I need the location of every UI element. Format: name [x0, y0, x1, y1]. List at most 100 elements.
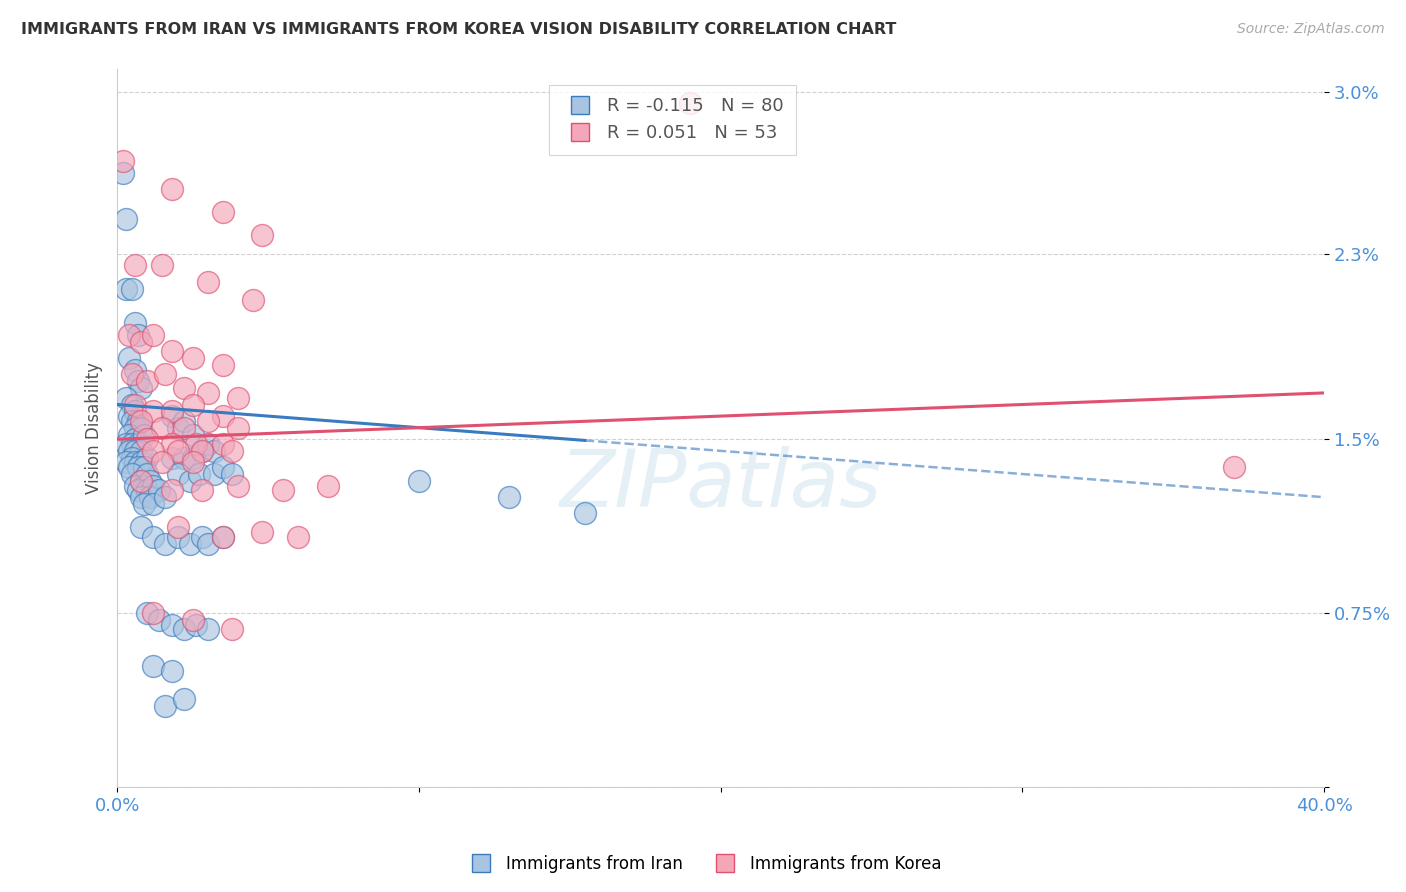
Point	[679, 96, 702, 111]
Point	[211, 205, 233, 219]
Legend: R = -0.115   N = 80, R = 0.051   N = 53: R = -0.115 N = 80, R = 0.051 N = 53	[548, 85, 796, 155]
Point	[131, 474, 153, 488]
Point	[124, 432, 146, 446]
Point	[142, 530, 165, 544]
Point	[134, 478, 156, 492]
Point	[226, 420, 249, 434]
Point	[155, 490, 177, 504]
Point	[131, 381, 153, 395]
Point	[173, 414, 195, 428]
Point	[197, 275, 219, 289]
Point	[179, 474, 201, 488]
Point	[136, 483, 159, 498]
Point	[155, 698, 177, 713]
Point	[179, 536, 201, 550]
Point	[142, 328, 165, 343]
Point	[124, 455, 146, 469]
Point	[142, 659, 165, 673]
Point	[127, 437, 149, 451]
Point	[112, 154, 135, 169]
Point	[211, 530, 233, 544]
Point	[1222, 460, 1244, 475]
Point	[197, 622, 219, 636]
Point	[115, 455, 138, 469]
Point	[155, 536, 177, 550]
Point	[173, 691, 195, 706]
Point	[124, 420, 146, 434]
Point	[166, 520, 188, 534]
Point	[115, 282, 138, 296]
Point	[139, 474, 162, 488]
Point	[142, 443, 165, 458]
Point	[166, 420, 188, 434]
Point	[190, 483, 212, 498]
Point	[148, 613, 170, 627]
Point	[202, 467, 225, 481]
Point	[190, 443, 212, 458]
Point	[197, 437, 219, 451]
Point	[160, 437, 183, 451]
Point	[136, 375, 159, 389]
Point	[121, 437, 143, 451]
Point	[131, 455, 153, 469]
Point	[124, 478, 146, 492]
Point	[197, 536, 219, 550]
Point	[166, 530, 188, 544]
Point	[142, 478, 165, 492]
Point	[131, 443, 153, 458]
Point	[115, 212, 138, 227]
Point	[124, 317, 146, 331]
Point	[142, 497, 165, 511]
Point	[173, 420, 195, 434]
Point	[118, 409, 141, 423]
Point	[211, 409, 233, 423]
Point	[221, 467, 243, 481]
Point	[121, 450, 143, 465]
Point	[112, 166, 135, 180]
Text: ZIPatlas: ZIPatlas	[560, 446, 882, 524]
Point	[190, 443, 212, 458]
Point	[160, 450, 183, 465]
Point	[127, 375, 149, 389]
Point	[184, 617, 207, 632]
Point	[173, 622, 195, 636]
Point	[131, 474, 153, 488]
Point	[131, 334, 153, 349]
Point	[124, 397, 146, 411]
Point	[118, 328, 141, 343]
Point	[127, 414, 149, 428]
Point	[124, 404, 146, 418]
Point	[287, 530, 309, 544]
Point	[115, 437, 138, 451]
Point	[127, 483, 149, 498]
Text: Source: ZipAtlas.com: Source: ZipAtlas.com	[1237, 22, 1385, 37]
Point	[124, 259, 146, 273]
Point	[134, 497, 156, 511]
Point	[121, 467, 143, 481]
Point	[148, 483, 170, 498]
Point	[121, 414, 143, 428]
Point	[136, 450, 159, 465]
Point	[242, 293, 264, 308]
Point	[408, 474, 430, 488]
Point	[121, 282, 143, 296]
Point	[152, 259, 174, 273]
Point	[221, 443, 243, 458]
Point	[142, 606, 165, 620]
Point	[190, 530, 212, 544]
Point	[160, 182, 183, 196]
Point	[139, 490, 162, 504]
Point	[250, 524, 273, 539]
Point	[271, 483, 294, 498]
Point	[115, 391, 138, 405]
Point	[155, 368, 177, 382]
Point	[160, 664, 183, 678]
Point	[160, 344, 183, 359]
Point	[160, 617, 183, 632]
Point	[211, 437, 233, 451]
Point	[160, 483, 183, 498]
Point	[131, 414, 153, 428]
Point	[127, 460, 149, 475]
Point	[118, 460, 141, 475]
Point	[187, 467, 209, 481]
